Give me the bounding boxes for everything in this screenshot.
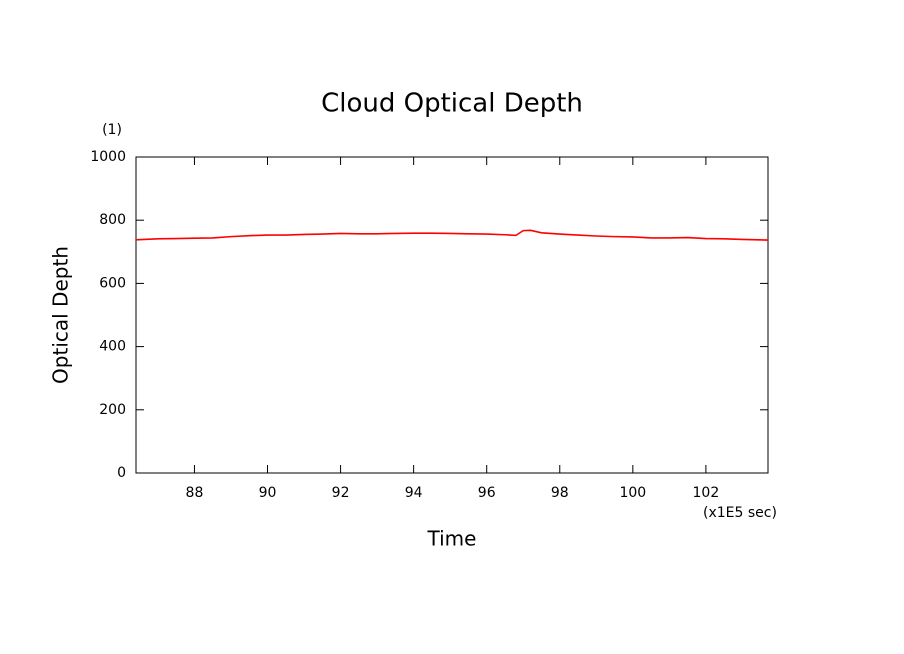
x-tick-label: 96 bbox=[478, 485, 496, 501]
data-line bbox=[135, 229, 769, 241]
x-tick-label: 102 bbox=[693, 485, 720, 501]
y-tick-label: 1000 bbox=[90, 149, 126, 165]
y-tick-label: 400 bbox=[99, 339, 126, 355]
y-tick-label: 0 bbox=[117, 465, 126, 481]
x-tick-label: 100 bbox=[619, 485, 646, 501]
plot-frame bbox=[135, 156, 769, 474]
chart-title: Cloud Optical Depth bbox=[321, 89, 583, 119]
x-tick-label: 98 bbox=[551, 485, 569, 501]
y-tick-label: 800 bbox=[99, 212, 126, 228]
x-axis-label: Time bbox=[427, 527, 477, 551]
y-tick-label: 200 bbox=[99, 402, 126, 418]
x-tick-label: 94 bbox=[405, 485, 423, 501]
x-unit: (x1E5 sec) bbox=[703, 505, 777, 521]
x-tick-label: 88 bbox=[186, 485, 204, 501]
y-tick-label: 600 bbox=[99, 275, 126, 291]
x-tick-label: 90 bbox=[259, 485, 277, 501]
x-tick-label: 92 bbox=[332, 485, 350, 501]
y-axis-label: Optical Depth bbox=[49, 246, 73, 384]
y-unit: (1) bbox=[102, 122, 122, 138]
